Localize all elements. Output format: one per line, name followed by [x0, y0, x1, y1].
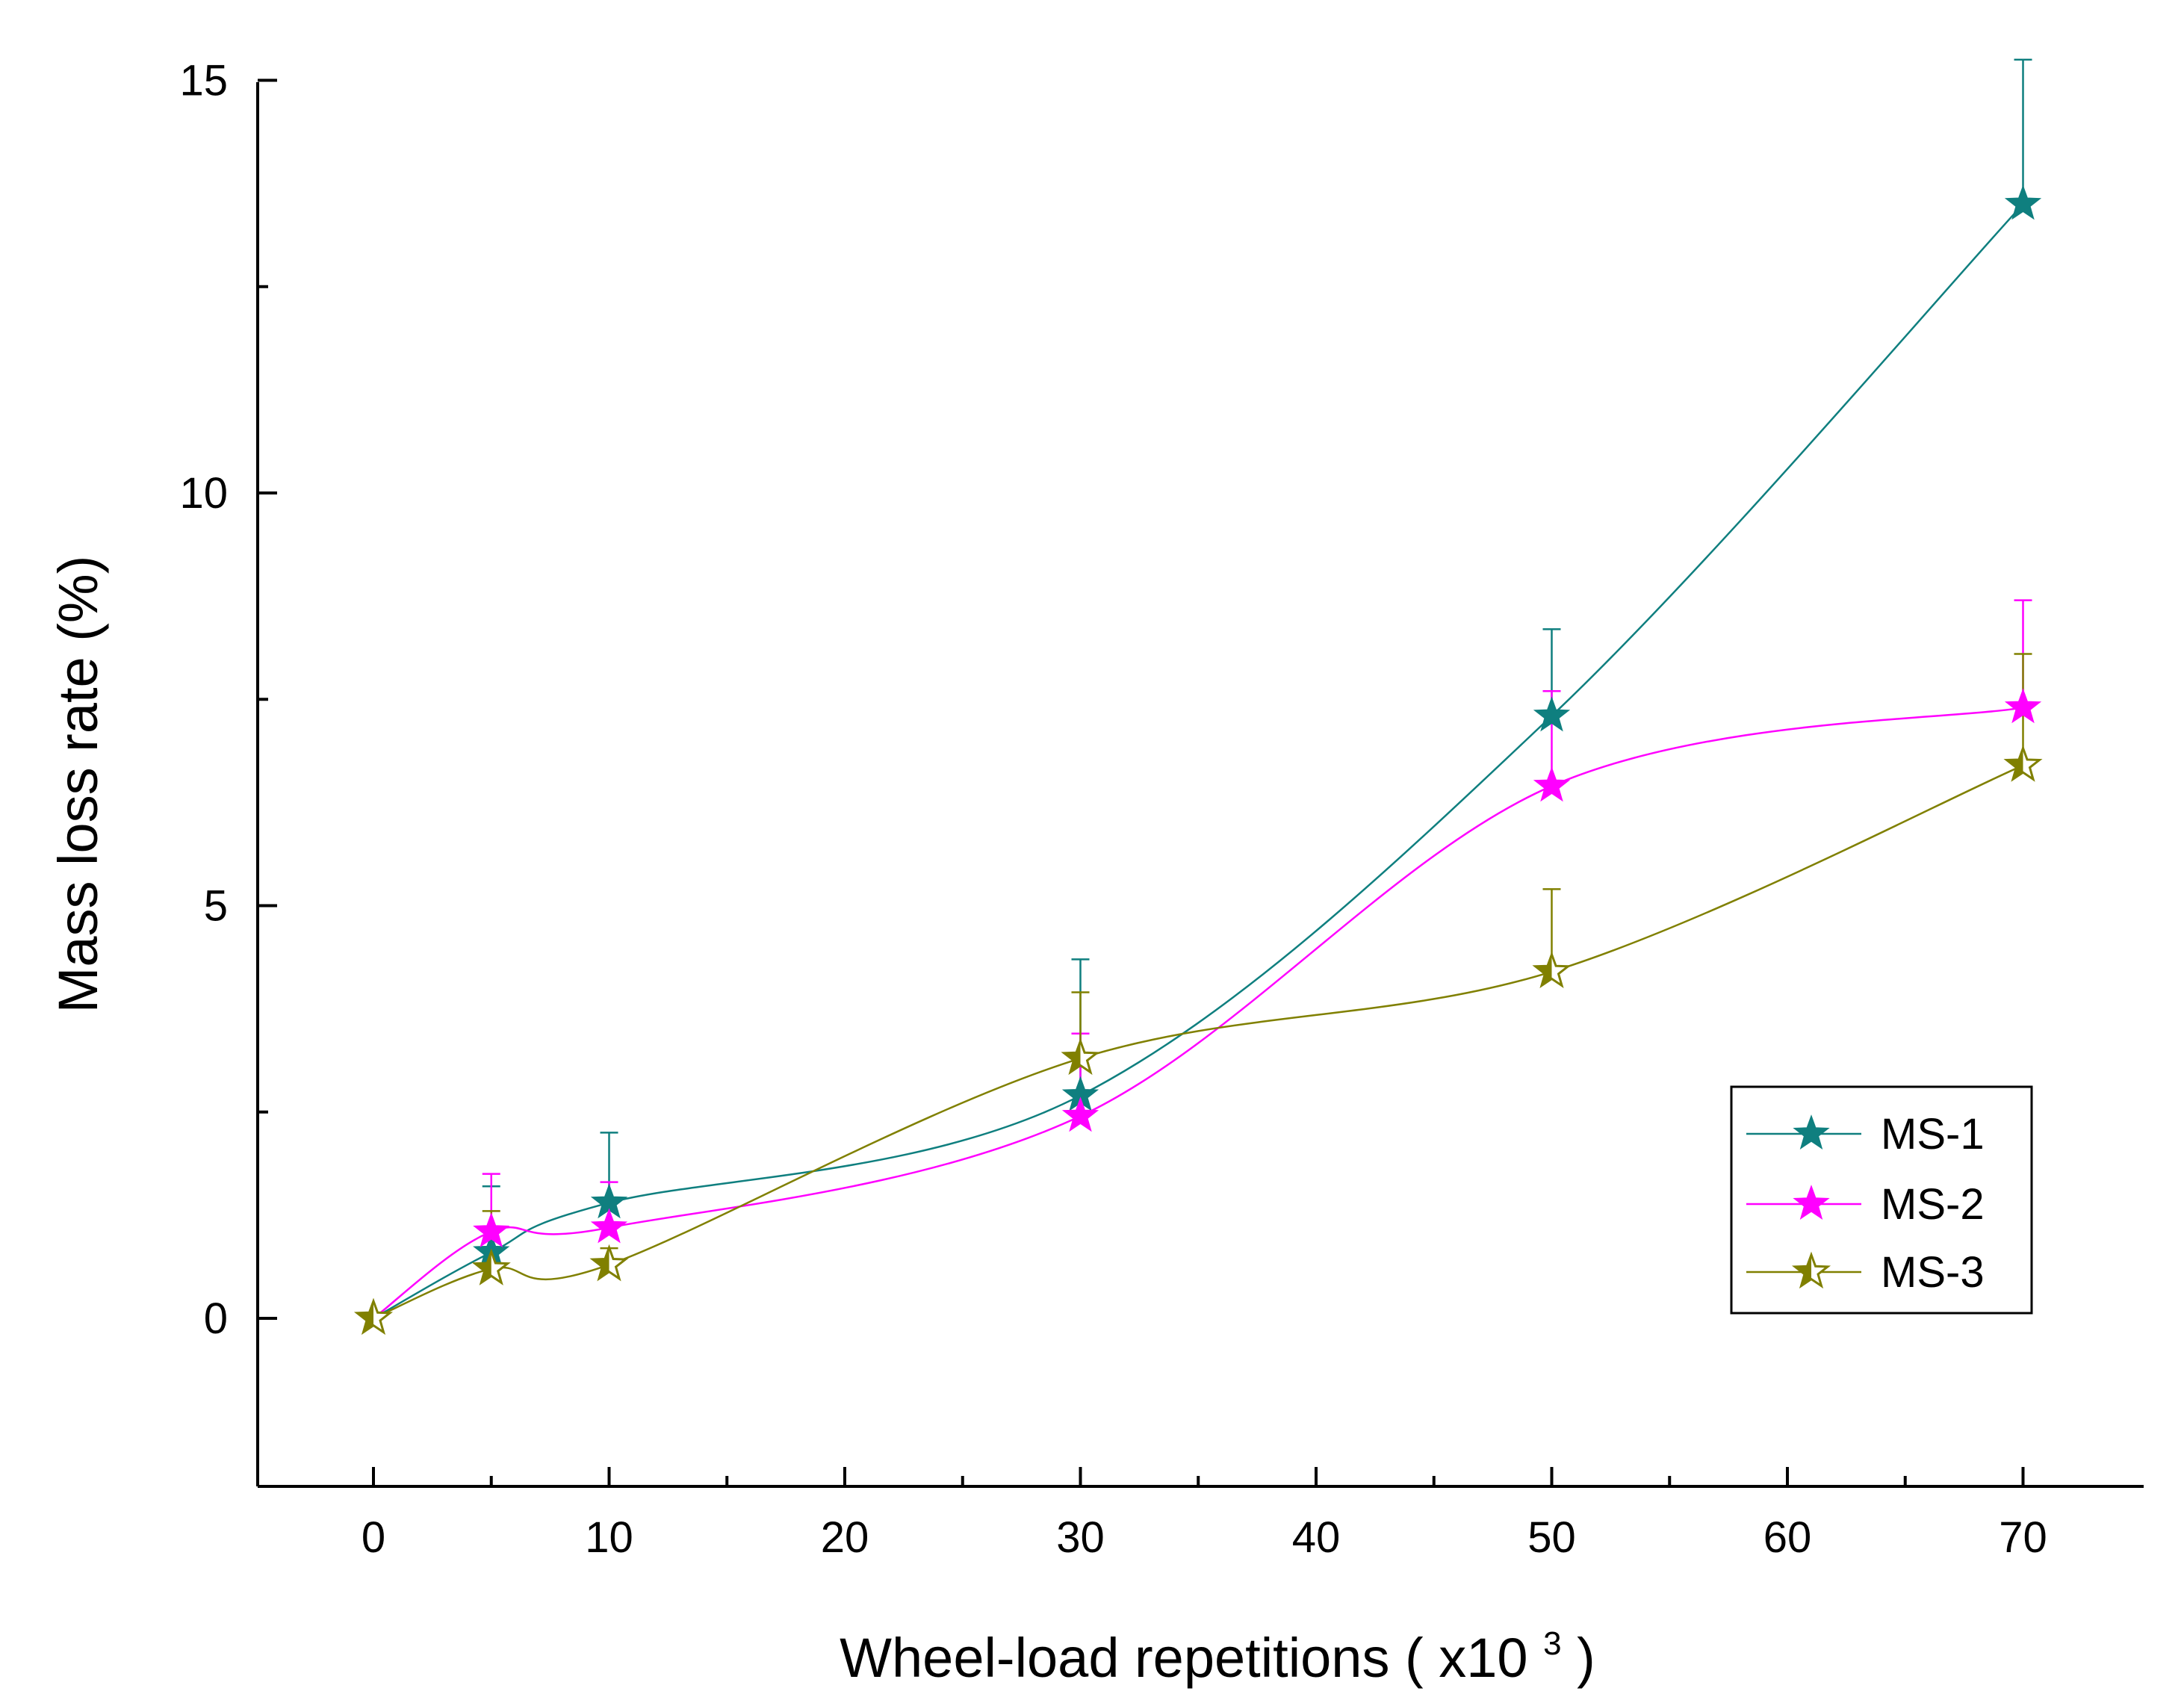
ticks: [258, 78, 2025, 1486]
marker-ms-2: [473, 1212, 510, 1247]
x-axis-title-main: Wheel-load repetitions: [840, 1627, 1389, 1689]
series-line-ms-3: [373, 764, 2024, 1320]
marker-ms-3-fill: [474, 1251, 491, 1283]
y-axis-title: Mass loss rate (%): [47, 556, 109, 1014]
marker-ms-3-fill: [2006, 748, 2023, 780]
legend-label-ms-2: MS-2: [1881, 1180, 1985, 1229]
x-axis-title-paren-close: ): [1577, 1627, 1595, 1689]
marker-ms-2-fill: [590, 1208, 628, 1244]
marker-ms-2-fill: [2004, 688, 2042, 724]
legend-marker-ms-2: [1793, 1185, 1830, 1220]
x-tick-label: 30: [1056, 1513, 1105, 1562]
marker-ms-2-fill: [1061, 1096, 1099, 1132]
legend-label-ms-3: MS-3: [1881, 1248, 1985, 1297]
legend-marker-ms-3: [1791, 1251, 1831, 1289]
x-tick-label: 0: [362, 1513, 385, 1562]
y-tick-label: 10: [179, 469, 228, 518]
marker-ms-3: [353, 1297, 394, 1336]
legend: MS-1 MS-2 MS-3: [1730, 1085, 2033, 1315]
marker-ms-1: [2004, 184, 2042, 220]
x-axis-title-paren-open: (: [1405, 1627, 1424, 1689]
marker-ms-3: [589, 1244, 629, 1282]
marker-ms-2-fill: [473, 1212, 510, 1247]
x-tick-label: 10: [585, 1513, 633, 1562]
x-axis-title: Wheel-load repetitions ( x10 3 ): [840, 1604, 1595, 1689]
x-tick-label: 50: [1527, 1513, 1576, 1562]
marker-ms-2: [1533, 766, 1571, 802]
x-tick-label: 60: [1763, 1513, 1812, 1562]
marker-ms-3-fill: [357, 1301, 373, 1333]
legend-marker-ms-1: [1793, 1114, 1830, 1150]
y-tick-label: 15: [179, 57, 228, 105]
marker-ms-2: [2004, 688, 2042, 724]
marker-ms-2: [590, 1208, 628, 1244]
x-axis-title-unit: x10: [1439, 1627, 1527, 1689]
marker-ms-1-fill: [1533, 696, 1571, 732]
legend-marker-ms-3-fill: [1795, 1255, 1811, 1286]
marker-ms-1-fill: [2004, 184, 2042, 220]
marker-ms-3-fill: [592, 1247, 609, 1279]
legend-box: [1730, 1085, 2033, 1315]
legend-marker-ms-1-fill: [1793, 1114, 1830, 1150]
x-tick-label: 40: [1292, 1513, 1341, 1562]
marker-ms-3: [471, 1248, 511, 1285]
marker-ms-3: [2003, 745, 2043, 782]
marker-ms-3-fill: [1064, 1040, 1081, 1073]
y-tick-label: 5: [204, 882, 228, 931]
marker-ms-3: [1532, 951, 1572, 989]
data-markers: [353, 184, 2043, 1336]
marker-ms-2-fill: [1533, 766, 1571, 802]
legend-label-ms-1: MS-1: [1881, 1110, 1985, 1158]
x-tick-label: 20: [821, 1513, 869, 1562]
legend-marker-ms-2-fill: [1793, 1185, 1830, 1220]
marker-ms-3-fill: [1535, 954, 1552, 986]
x-tick-label: 70: [1999, 1513, 2047, 1562]
marker-ms-1: [1533, 696, 1571, 732]
marker-ms-2: [1061, 1096, 1099, 1132]
axes: [256, 82, 2144, 1488]
tick-labels: 0 10 20 30 40 50 60 70 0 5 10 15: [179, 57, 2047, 1563]
marker-ms-3: [1061, 1037, 1100, 1076]
y-tick-label: 0: [204, 1294, 228, 1343]
x-axis-title-exponent: 3: [1543, 1625, 1561, 1662]
